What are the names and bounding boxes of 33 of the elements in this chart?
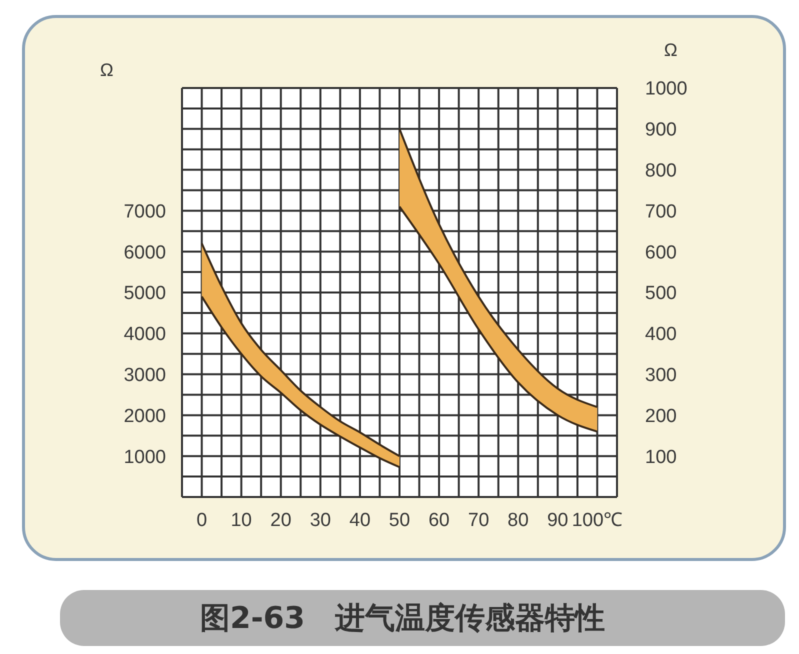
y-tick-label: 1000 — [124, 446, 166, 468]
x-tick-label: 50 — [388, 510, 410, 531]
y2-tick-label: 200 — [645, 406, 677, 427]
y-tick-label: 4000 — [124, 324, 166, 346]
x-tick-label: 30 — [310, 510, 331, 531]
x-tick-label: 90 — [547, 510, 568, 531]
y-tick-label: 3000 — [124, 365, 166, 386]
y2-tick-label: 100 — [645, 446, 677, 468]
y2-tick-label: 300 — [645, 365, 677, 386]
y2-axis-title: Ω — [664, 40, 678, 61]
x-tick-label: 70 — [468, 510, 490, 531]
line-series — [200, 296, 400, 468]
line-series — [398, 206, 598, 433]
y-axis-title: Ω — [100, 60, 114, 81]
y2-tick-label: 1000 — [645, 78, 688, 100]
y-tick-label: 6000 — [124, 242, 166, 264]
y2-tick-label: 400 — [645, 324, 677, 346]
y2-tick-label: 800 — [645, 160, 677, 182]
y2-tick-label: 700 — [645, 201, 677, 222]
y2-tick-label: 600 — [645, 242, 677, 264]
text: 图2-63 进气温度传感器特性 — [200, 600, 606, 638]
x-tick-label: 0 — [196, 510, 208, 531]
x-tick-label: 20 — [270, 510, 292, 531]
x-tick-label: 100℃ — [572, 510, 623, 531]
x-tick-label: 40 — [349, 510, 371, 531]
y-tick-label: 5000 — [124, 283, 166, 304]
y2-tick-label: 500 — [645, 283, 677, 304]
y2-tick-label: 900 — [645, 120, 677, 141]
y-tick-label: 2000 — [124, 406, 166, 427]
x-tick-label: 60 — [428, 510, 450, 531]
x-tick-label: 10 — [230, 510, 252, 531]
y-tick-label: 7000 — [124, 201, 166, 222]
x-tick-label: 80 — [508, 510, 529, 531]
